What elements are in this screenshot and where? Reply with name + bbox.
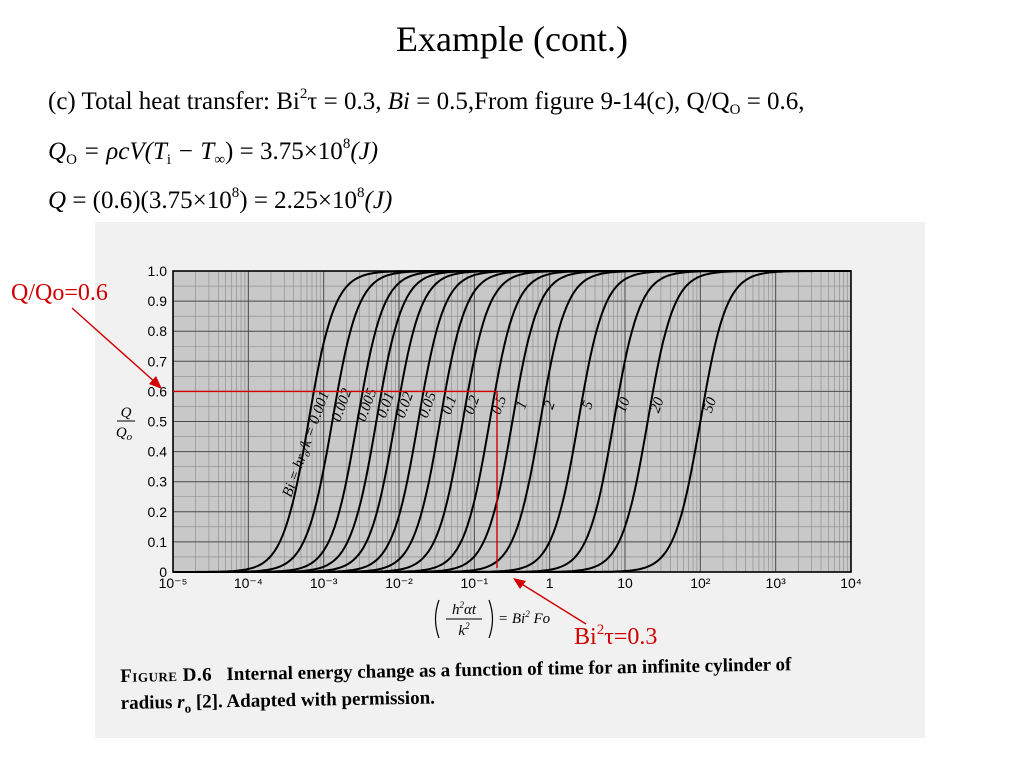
annotation-bi-tau: Bi2τ=0.3 [574, 622, 658, 651]
slide-title: Example (cont.) [396, 19, 628, 59]
annotation-arrowhead-bi [513, 578, 526, 589]
x-tick-label: 10⁻⁴ [234, 575, 263, 591]
eq1-bi-value: = 0.5, [416, 88, 475, 115]
eq3-exp1: 8 [231, 185, 240, 201]
eq1-bi-symbol: Bi [387, 88, 410, 115]
x-tick-label: 10³ [766, 575, 787, 591]
eq1-q-sub: O [729, 102, 741, 118]
eq1-ratio-value: = 0.6, [746, 88, 805, 115]
eq2-exp: 8 [342, 136, 351, 152]
x-tick-label: 10² [690, 575, 711, 591]
x-tick-label: 1 [546, 575, 554, 591]
eq1-sup: 2 [299, 86, 308, 102]
y-tick-label: 0.1 [148, 534, 168, 550]
y-label-numerator: Q [121, 405, 132, 421]
x-label-numerator: h2αt [452, 600, 477, 618]
y-tick-label: 0.2 [148, 504, 168, 520]
eq3-lhs: Q [48, 187, 67, 214]
series-label-20: 20 [647, 395, 667, 415]
plot-frame [172, 270, 852, 573]
eq1-prefix: (c) Total heat transfer: Bi [48, 88, 300, 115]
x-tick-label: 10⁻⁵ [159, 575, 188, 591]
series-label-0.5: 0.5 [489, 393, 511, 417]
eq2-rhs: = ρcV(T [83, 138, 167, 165]
eq2-ti-sub: i [166, 152, 172, 168]
x-axis-label: h2αt k2 = Bi2 Fo [434, 599, 551, 639]
eq1-from-text: From figure 9-14(c), Q/Q [474, 88, 730, 115]
annotation-q-ratio: Q/Qo=0.6 [11, 280, 108, 306]
series-label-0.2: 0.2 [462, 393, 484, 417]
annotation-arrowhead-q [149, 376, 162, 389]
y-tick-label: 0 [159, 564, 167, 580]
eq3-unit: (J) [364, 187, 393, 214]
y-tick-label: 0.9 [148, 293, 168, 309]
series-label-0.1: 0.1 [439, 394, 460, 417]
eq1-tau: τ = 0.3, [307, 88, 382, 115]
red-annotations [71, 307, 587, 625]
x-tick-label: 10⁻³ [310, 575, 338, 591]
equation-line-1: (c) Total heat transfer: Bi2τ = 0.3, Bi … [48, 86, 805, 118]
x-tick-label: 10⁻¹ [461, 575, 489, 591]
y-tick-label: 0.4 [148, 444, 168, 460]
y-tick-label: 0.6 [148, 383, 168, 399]
y-tick-label: 0.7 [148, 353, 168, 369]
x-tick-label: 10⁻² [385, 575, 413, 591]
y-tick-label: 0.8 [148, 323, 168, 339]
eq2-lhs-sub: O [66, 152, 77, 168]
x-tick-label: 10⁴ [840, 575, 862, 591]
eq2-close: ) = 3.75×10 [225, 138, 343, 165]
eq2-unit: (J) [350, 138, 379, 165]
eq2-minus: − T [177, 138, 215, 165]
annotation-arrow-q [71, 307, 157, 384]
x-label-rhs: = Bi2 Fo [498, 609, 551, 627]
y-tick-labels: 0 0.1 0.2 0.3 0.4 0.5 0.6 0.7 0.8 0.9 1.0 [148, 263, 168, 580]
x-label-denominator: k2 [458, 621, 470, 639]
annotation-arrow-bi [519, 582, 587, 625]
y-tick-label: 0.5 [148, 414, 168, 430]
eq3-mid: = (0.6)(3.75×10 [72, 187, 232, 214]
caption-label: Figure D.6 [120, 664, 213, 687]
series-label-10: 10 [614, 395, 634, 415]
y-tick-label: 0.3 [148, 474, 168, 490]
equation-line-3: Q = (0.6)(3.75×108) = 2.25×108(J) [48, 185, 393, 215]
y-axis-label: Q Qo [116, 405, 135, 443]
eq2-tinf-sub: ∞ [214, 152, 226, 168]
eq2-lhs: Q [48, 138, 67, 165]
y-label-denominator: Qo [116, 425, 133, 443]
equation-line-2: QO = ρcV(Ti − T∞) = 3.75×108(J) [48, 136, 379, 168]
eq3-exp2: 8 [357, 185, 365, 201]
eq3-mid2: ) = 2.25×10 [239, 187, 358, 214]
series-label-50: 50 [700, 395, 720, 415]
y-tick-label: 1.0 [148, 263, 168, 279]
x-tick-labels: 10⁻⁵ 10⁻⁴ 10⁻³ 10⁻² 10⁻¹ 1 10 10² 10³ 10⁴ [159, 575, 862, 591]
figure-caption: Figure D.6 Internal energy change as a f… [120, 651, 792, 723]
x-tick-label: 10 [617, 575, 633, 591]
